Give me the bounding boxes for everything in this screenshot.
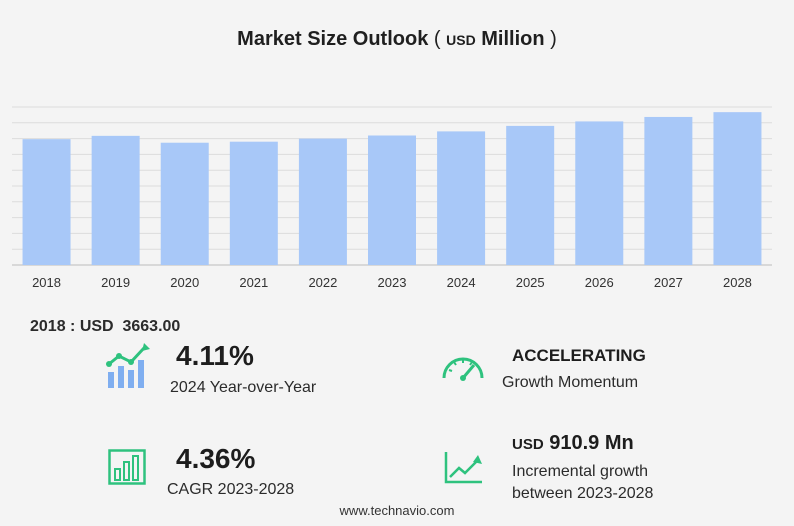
title-unit-small: USD — [446, 32, 476, 48]
base-year-text: 2018 : USD — [30, 318, 114, 335]
x-tick-label-2020: 2020 — [170, 275, 199, 290]
bar-2028 — [713, 112, 762, 265]
yoy-value: 4.11% — [176, 340, 254, 371]
incremental-number: 910.9 Mn — [549, 432, 634, 454]
x-tick-label-2024: 2024 — [447, 275, 476, 290]
bar-2026 — [575, 121, 624, 265]
bar-2027 — [644, 116, 693, 265]
bar-2023 — [368, 135, 416, 265]
bar-2022 — [298, 138, 347, 265]
bar-2019 — [91, 135, 140, 265]
x-tick-label-2022: 2022 — [308, 275, 337, 290]
bar-2018 — [22, 139, 71, 265]
momentum-value: ACCELERATING — [512, 346, 646, 365]
title-main: Market Size Outlook — [237, 28, 429, 50]
bar-chart: 2018 2019 2020 2021 2022 2023 2024 2025 2026 2027… — [12, 106, 772, 290]
x-tick-label-2019: 2019 — [101, 275, 130, 290]
x-tick-label-2021: 2021 — [239, 275, 268, 290]
x-tick-label-2018: 2018 — [32, 275, 61, 290]
x-tick-label-2028: 2028 — [723, 275, 752, 290]
bar-2025 — [506, 125, 555, 266]
x-tick-label-2023: 2023 — [378, 275, 407, 290]
title-unit-big: Million — [481, 28, 545, 50]
base-year-value: 2018 : USD 3663.00 — [30, 318, 180, 336]
cagr-label: CAGR 2023-2028 — [167, 481, 295, 498]
incremental-value: USD 910.9 Mn — [512, 432, 634, 455]
x-tick-label-2026: 2026 — [585, 275, 614, 290]
speedometer-icon — [442, 357, 484, 381]
bar-2020 — [160, 142, 209, 265]
bar-2021 — [229, 141, 278, 265]
title-close-paren: ) — [550, 28, 557, 50]
momentum-label: Growth Momentum — [502, 374, 639, 391]
footer-website: www.technavio.com — [339, 503, 455, 518]
trend-line-icon — [444, 452, 482, 484]
chart-title: Market Size Outlook ( USD Million ) — [0, 28, 794, 51]
incremental-label-line1: Incremental growth — [512, 463, 649, 480]
growth-chart-icon — [106, 343, 150, 388]
bar-2024 — [437, 131, 486, 265]
bar-chart-icon — [108, 449, 146, 485]
incremental-unit: USD — [512, 436, 544, 453]
x-tick-label-2027: 2027 — [654, 275, 683, 290]
x-tick-label-2025: 2025 — [516, 275, 545, 290]
incremental-label-line2: between 2023-2028 — [512, 485, 654, 502]
title-open-paren: ( — [433, 28, 441, 50]
base-year-number: 3663.00 — [122, 318, 181, 335]
yoy-label: 2024 Year-over-Year — [170, 379, 317, 396]
cagr-value: 4.36% — [176, 443, 256, 474]
